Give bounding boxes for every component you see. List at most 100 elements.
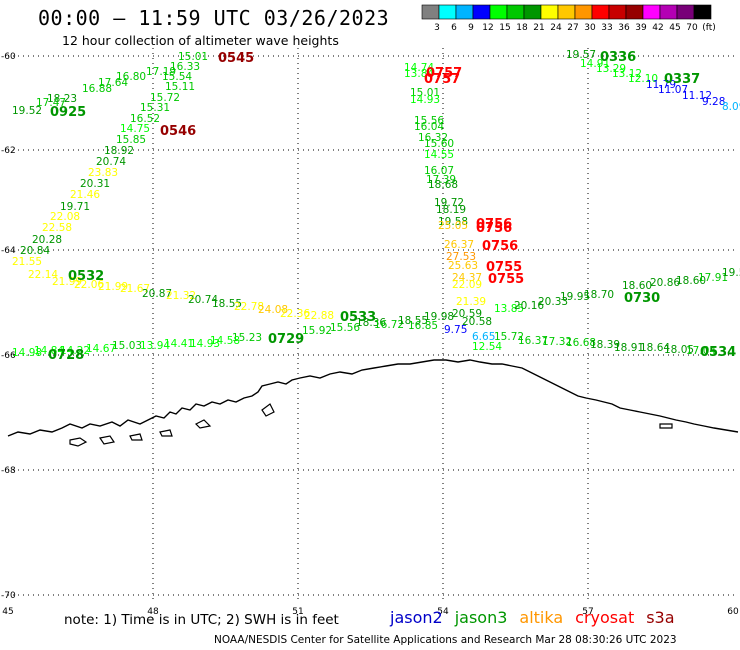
- swh-value-label: 18.91: [614, 342, 644, 354]
- time-label: 0757: [424, 72, 460, 87]
- swh-value-label: 22.88: [304, 310, 334, 322]
- swh-value-label: 16.52: [130, 113, 160, 125]
- swh-value-label: 16.68: [566, 337, 596, 349]
- swh-value-label: 17.39: [426, 174, 456, 186]
- swh-value-label: 18.68: [428, 179, 458, 191]
- swh-value-label: 21.39: [456, 296, 486, 308]
- lat-tick-label: -68: [1, 466, 16, 476]
- swh-value-label: 8.73: [0, 0, 23, 3]
- swh-value-label: 18.70: [584, 289, 614, 301]
- time-label: 0546: [160, 124, 196, 139]
- legend-swatch: [540, 4, 559, 20]
- swh-value-label: 13.12: [612, 68, 642, 80]
- satellite-jason2-label: jason2: [390, 608, 443, 627]
- swh-value-label: 15.72: [494, 331, 524, 343]
- legend-swatch: [693, 4, 712, 20]
- swh-value-label: 9.28: [702, 96, 725, 108]
- legend-swatch: [676, 4, 695, 20]
- map-subtitle: 12 hour collection of altimeter wave hei…: [62, 33, 339, 48]
- swh-value-label: 18.55: [212, 298, 242, 310]
- swh-value-label: 21.99: [52, 276, 82, 288]
- swh-value-label: 18.92: [104, 145, 134, 157]
- swh-value-label: 15.01: [178, 51, 208, 63]
- swh-value-label: 16.32: [418, 132, 448, 144]
- swh-value-label: 13.84: [404, 68, 434, 80]
- swh-value-label: 11.12: [682, 90, 712, 102]
- swh-value-label: 22.36: [280, 308, 310, 320]
- swh-value-label: 15.56: [330, 322, 360, 334]
- swh-value-label: 14.93: [410, 94, 440, 106]
- color-legend: 3 6 9 12 15 18 21 24 27 30 33 36 39 42 45 70 (ft): [421, 4, 716, 33]
- time-label: 0756: [482, 239, 518, 254]
- legend-label: 24: [550, 23, 562, 33]
- time-label: 0534: [700, 345, 736, 360]
- swh-value-label: 25.05: [438, 220, 468, 232]
- swh-value-label: 20.74: [96, 156, 126, 168]
- swh-value-label: 18.64: [640, 342, 670, 354]
- swh-value-label: 21.55: [12, 256, 42, 268]
- swh-value-label: 15.56: [414, 115, 444, 127]
- swh-value-label: 18.19: [436, 204, 466, 216]
- swh-value-label: 18.36: [356, 317, 386, 329]
- swh-value-label: 20.33: [538, 296, 568, 308]
- coastline-islands: [69, 403, 673, 447]
- time-label: 0337: [664, 72, 700, 87]
- swh-value-label: 20.87: [142, 288, 172, 300]
- lat-lon-grid: 45 48 51 54 57 60 -60 -62 -64 -66 -68 -70: [1, 48, 739, 617]
- swh-value-label: 14.41: [164, 338, 194, 350]
- time-label: 0757: [426, 66, 462, 81]
- swh-labels: 15.0116.3317.1915.5416.8015.1117.6416.88…: [0, 0, 740, 359]
- lon-tick-label: 45: [2, 607, 13, 617]
- swh-value-label: 19.71: [60, 201, 90, 213]
- swh-value-label: 14.98: [12, 347, 42, 359]
- swh-value-label: 19.98: [424, 311, 454, 323]
- legend-swatch: [574, 4, 593, 20]
- legend-swatch: [523, 4, 542, 20]
- swh-value-label: 15.60: [424, 138, 454, 150]
- legend-swatch: [489, 4, 508, 20]
- lat-tick-label: -62: [1, 146, 16, 156]
- swh-value-label: 15.72: [150, 92, 180, 104]
- lon-tick-label: 54: [437, 607, 449, 617]
- swh-value-label: 14.93: [190, 338, 220, 350]
- swh-value-label: 8.09: [722, 101, 740, 113]
- swh-value-label: 22.09: [452, 279, 482, 291]
- lon-tick-label: 57: [582, 607, 593, 617]
- swh-value-label: 20.58: [462, 316, 492, 328]
- swh-value-label: 19.72: [434, 197, 464, 209]
- legend-label: 3: [434, 23, 440, 33]
- swh-value-label: 20.59: [452, 308, 482, 320]
- coastline-path: [7, 359, 739, 437]
- swh-value-label: 20.84: [20, 245, 50, 257]
- legend-swatch: [557, 4, 576, 20]
- swh-value-label: 15.31: [140, 102, 170, 114]
- legend-swatch: [455, 4, 474, 20]
- legend-label: (ft): [702, 23, 716, 33]
- swh-value-label: 11.07: [658, 84, 688, 96]
- lat-tick-label: -70: [1, 591, 16, 601]
- swh-value-label: 24.08: [258, 304, 288, 316]
- swh-value-label: 14.55: [424, 149, 454, 161]
- swh-value-label: 19.95: [560, 291, 590, 303]
- time-label: 0755: [486, 260, 522, 275]
- legend-swatch: [591, 4, 610, 20]
- lat-tick-label: -60: [1, 52, 16, 62]
- swh-value-label: 21.67: [120, 283, 150, 295]
- time-label: 0336: [600, 50, 636, 65]
- swh-value-label: 15.92: [302, 325, 332, 337]
- satellite-altika-label: altika: [519, 608, 564, 627]
- swh-value-label: 15.11: [165, 81, 195, 93]
- antarctic-coastline: [7, 359, 739, 447]
- swh-value-label: 18.60: [622, 280, 652, 292]
- swh-value-label: 18.55: [398, 315, 428, 327]
- satellite-cryosat-label: cryosat: [575, 608, 635, 627]
- swh-value-label: 16.85: [408, 320, 438, 332]
- legend-label: 18: [516, 23, 528, 33]
- swh-value-label: 20.74: [188, 294, 218, 306]
- legend-swatch: [438, 4, 457, 20]
- swh-value-label: 15.23: [232, 332, 262, 344]
- swh-value-label: 18.23: [47, 93, 77, 105]
- swh-value-label: 26.37: [444, 239, 474, 251]
- time-label: 0533: [340, 310, 376, 325]
